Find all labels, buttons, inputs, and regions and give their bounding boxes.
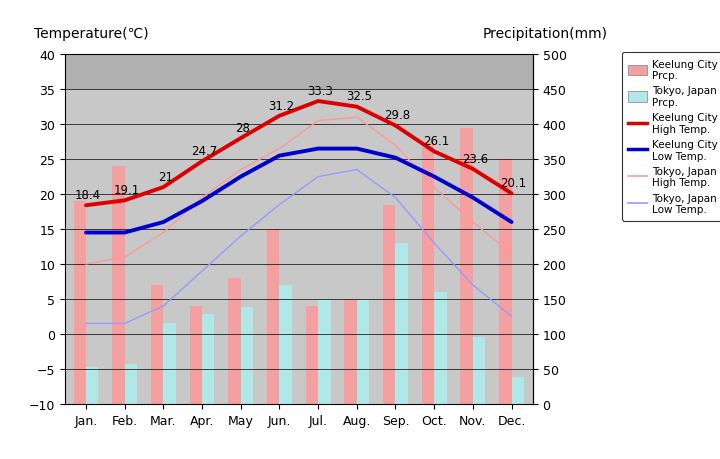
Text: 19.1: 19.1 (114, 184, 140, 197)
Text: 23.6: 23.6 (462, 152, 488, 165)
Text: 21: 21 (158, 170, 173, 184)
Bar (434, 292, 446, 404)
Bar (422, 142, 434, 404)
Text: Temperature(℃): Temperature(℃) (35, 27, 149, 41)
Bar (306, 306, 318, 404)
Bar (73, 202, 86, 404)
Bar (151, 285, 163, 404)
Text: 31.2: 31.2 (269, 99, 294, 112)
Bar (125, 364, 137, 404)
Bar (190, 306, 202, 404)
Text: 29.8: 29.8 (384, 109, 410, 122)
Text: 18.4: 18.4 (75, 189, 101, 202)
Bar (112, 167, 125, 404)
Text: 32.5: 32.5 (346, 90, 372, 103)
Bar (395, 243, 408, 404)
Bar (473, 338, 485, 404)
Bar (228, 278, 240, 404)
Legend: Keelung City
Prcp., Tokyo, Japan
Prcp., Keelung City
High Temp., Keelung City
Lo: Keelung City Prcp., Tokyo, Japan Prcp., … (622, 53, 720, 221)
Bar (357, 301, 369, 404)
Bar (383, 205, 395, 404)
Text: 28: 28 (235, 122, 250, 134)
Text: 24.7: 24.7 (191, 145, 217, 157)
Bar (499, 160, 511, 404)
Text: Precipitation(mm): Precipitation(mm) (482, 27, 608, 41)
Bar (461, 129, 473, 404)
Bar (267, 230, 279, 404)
Text: 26.1: 26.1 (423, 135, 449, 148)
Bar (240, 308, 253, 404)
Bar (318, 301, 330, 404)
Bar (202, 314, 215, 404)
Bar (279, 285, 292, 404)
Bar (344, 299, 357, 404)
Text: 20.1: 20.1 (500, 177, 526, 190)
Text: 33.3: 33.3 (307, 84, 333, 98)
Bar (86, 368, 99, 404)
Bar (511, 377, 524, 404)
Bar (163, 324, 176, 404)
Bar (65, 55, 533, 90)
